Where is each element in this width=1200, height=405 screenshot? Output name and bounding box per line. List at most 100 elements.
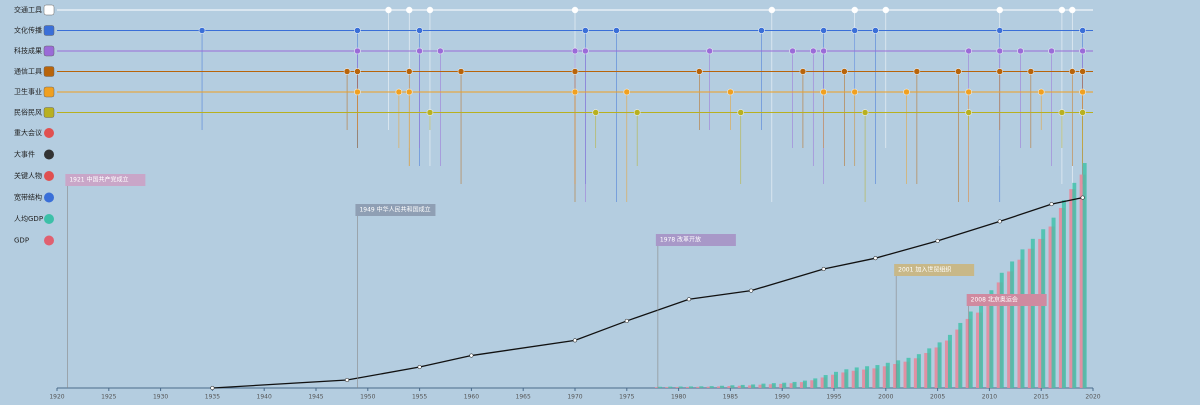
trend-point — [1049, 202, 1054, 207]
event-dot — [437, 47, 444, 55]
trend-point — [749, 288, 754, 293]
bar — [958, 322, 963, 388]
x-tick-label: 1930 — [153, 394, 168, 401]
event-dot — [1017, 47, 1024, 55]
event-dot — [426, 6, 434, 14]
bar — [875, 365, 880, 388]
event-dot — [1037, 88, 1045, 96]
event-dot — [996, 68, 1004, 75]
bar — [999, 272, 1004, 388]
x-tick-label: 1920 — [49, 394, 64, 401]
event-label: 1978 改革开放 — [660, 236, 701, 244]
side-icon — [44, 149, 54, 160]
trend-point — [417, 364, 422, 370]
trend-point — [821, 266, 826, 272]
x-tick-label: 1960 — [464, 394, 479, 401]
event-dot — [571, 68, 579, 75]
event-bg — [966, 294, 1047, 306]
event-dot — [996, 47, 1004, 55]
event-dot — [841, 68, 848, 75]
bar — [813, 378, 818, 388]
event-dot — [810, 47, 817, 55]
event-dot — [613, 27, 620, 34]
bar — [802, 380, 807, 388]
bar — [740, 384, 745, 388]
bar — [989, 290, 994, 388]
event-dot — [727, 88, 734, 96]
event-dot — [996, 6, 1004, 14]
event-dot — [354, 27, 361, 34]
bar — [657, 386, 662, 388]
bar — [823, 375, 828, 388]
bar — [1020, 249, 1025, 388]
event-dot — [789, 47, 796, 55]
event-dot — [851, 88, 858, 96]
row-label: 交通工具 — [14, 5, 42, 14]
bar — [916, 354, 921, 388]
bar — [979, 304, 984, 388]
side-icon — [44, 214, 54, 224]
event-dot — [623, 88, 631, 96]
bar — [1061, 200, 1066, 388]
event-dot — [582, 47, 589, 55]
trend-point — [469, 353, 474, 358]
bar — [968, 311, 973, 388]
x-tick-label: 1940 — [257, 394, 272, 401]
row-icon — [43, 45, 55, 57]
event-dot — [1069, 6, 1076, 14]
event-dot — [1069, 68, 1076, 75]
event-box: 2001 加入世贸组织 — [894, 264, 975, 388]
bar — [761, 383, 766, 388]
trend-point — [686, 297, 692, 302]
bar — [844, 369, 849, 388]
event-dot — [872, 27, 879, 34]
bar — [1041, 229, 1046, 388]
event-bg — [355, 204, 436, 216]
x-tick-label: 1970 — [567, 394, 582, 401]
trend-point — [873, 256, 878, 261]
event-dot — [820, 88, 827, 96]
event-bg — [65, 174, 146, 186]
event-box: 1921 中国共产党成立 — [65, 174, 146, 388]
event-dot — [354, 47, 361, 55]
trend-line — [212, 196, 1083, 389]
x-tick-label: 1950 — [360, 394, 375, 401]
event-bg — [894, 264, 975, 276]
event-dot — [571, 88, 579, 96]
event-dot — [633, 109, 641, 116]
event-dot — [198, 27, 206, 34]
x-tick-label: 1980 — [671, 394, 686, 401]
event-dot — [343, 68, 351, 75]
bar — [782, 382, 787, 388]
trend-point — [997, 219, 1002, 224]
bar — [906, 357, 911, 388]
row-icon — [43, 86, 55, 98]
side-label: 人均GDP — [14, 214, 43, 223]
row-icon — [43, 25, 55, 36]
side-label: 大事件 — [14, 150, 35, 159]
row-icon — [43, 4, 55, 16]
x-tick-label: 1975 — [619, 394, 634, 401]
event-label: 1949 中华人民共和国成立 — [359, 206, 430, 214]
bar — [709, 386, 714, 388]
event-dot — [592, 109, 599, 116]
bar — [947, 334, 952, 388]
bar — [1030, 238, 1035, 388]
event-dot — [395, 88, 403, 96]
side-icon — [44, 235, 54, 246]
trend-point — [210, 385, 215, 391]
x-tick-label: 2020 — [1085, 394, 1100, 401]
event-dot — [1079, 47, 1086, 55]
event-dot — [457, 68, 465, 75]
event-dot — [385, 6, 392, 14]
side-icon — [44, 192, 54, 203]
bar — [771, 383, 776, 388]
bar — [1051, 217, 1056, 388]
event-dot — [405, 68, 413, 75]
row-label: 卫生事业 — [14, 87, 42, 96]
x-tick-label: 1965 — [516, 394, 531, 401]
event-dot — [1058, 109, 1066, 116]
event-dot — [996, 27, 1004, 34]
x-tick-label: 2000 — [878, 394, 893, 401]
